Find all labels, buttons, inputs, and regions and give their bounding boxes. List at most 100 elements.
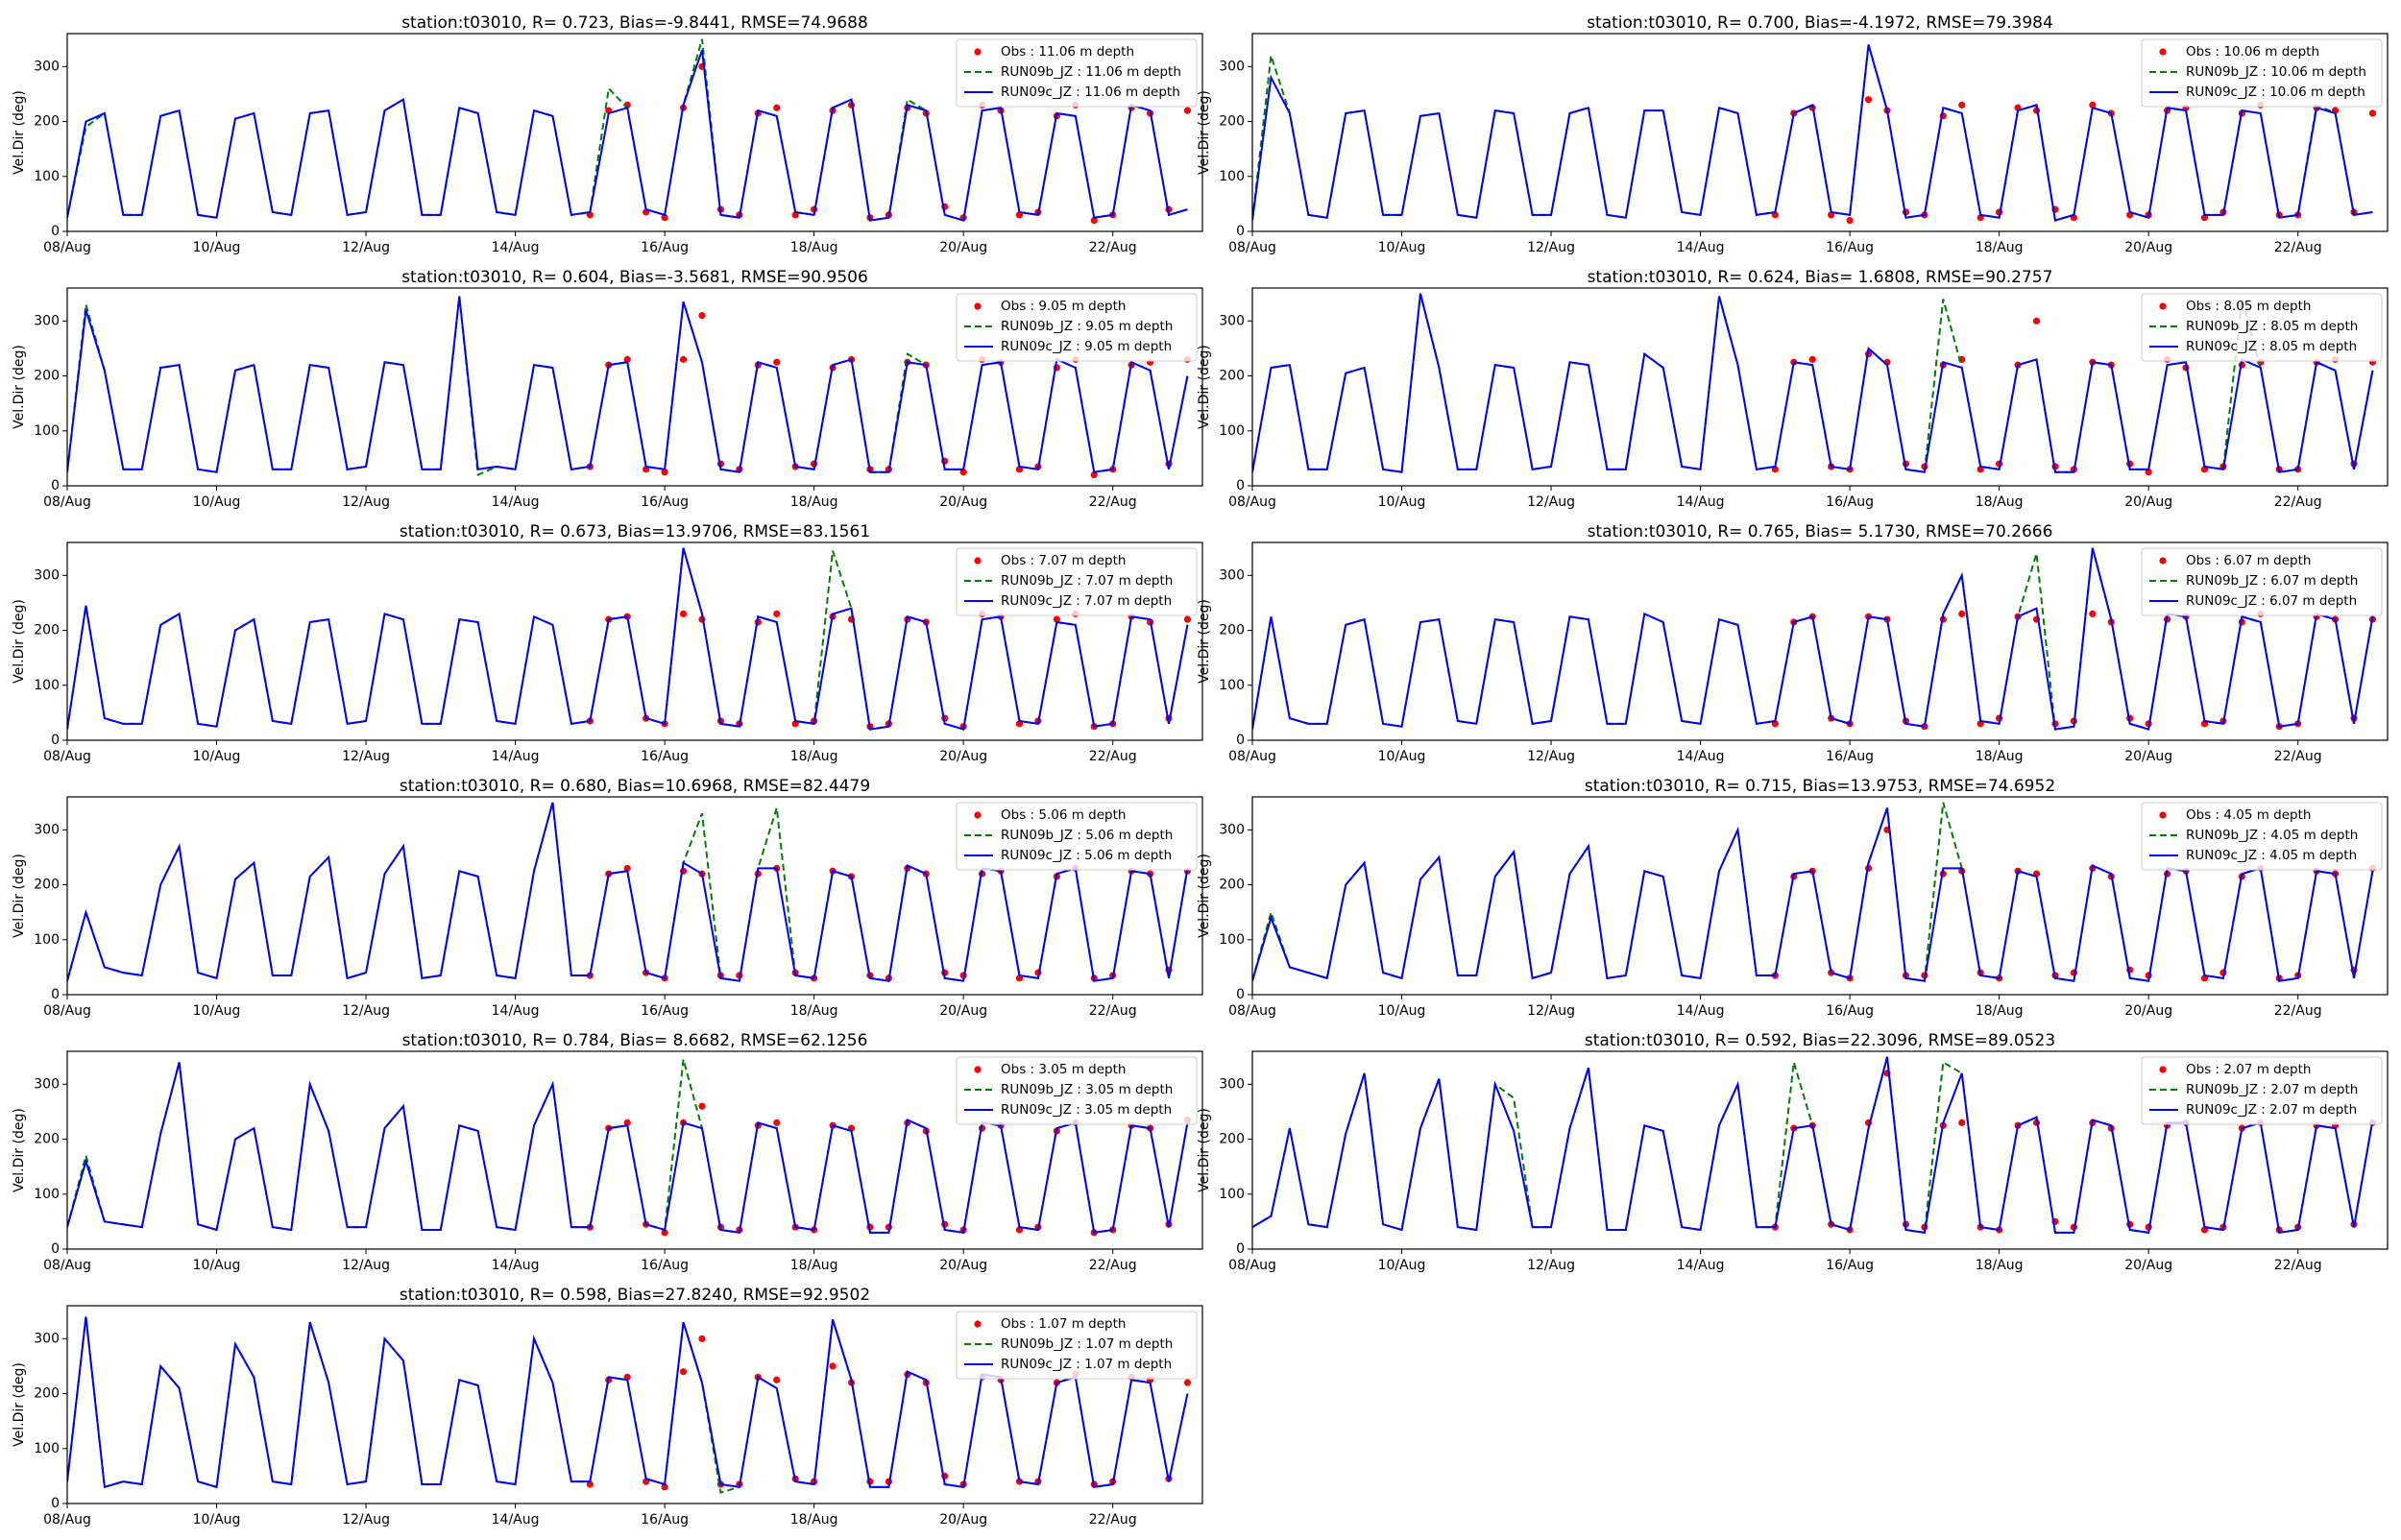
y-axis-label: Vel.Dir (deg) [12,1362,27,1447]
obs-point [773,610,781,617]
subplot: station:t03010, R= 0.592, Bias=22.3096, … [1197,1031,2389,1273]
legend: Obs : 1.07 m depth RUN09b_JZ : 1.07 m dep… [956,1311,1198,1380]
legend: Obs : 9.05 m depth RUN09b_JZ : 9.05 m dep… [956,293,1198,362]
model-line [1252,293,2374,473]
x-tick-label: 16/Aug [641,749,689,764]
legend-label: RUN09c_JZ : 7.07 m depth [1001,593,1172,609]
y-tick-label: 200 [1219,114,1245,130]
obs-point [1090,216,1098,225]
x-tick-label: 14/Aug [1677,1003,1725,1019]
y-tick-label: 0 [1236,987,1245,1002]
obs-point [623,355,631,363]
y-tick-label: 300 [34,1331,60,1346]
legend-box [956,547,1198,616]
legend-marker [974,557,982,565]
model-line [1252,44,2373,222]
y-axis-label: Vel.Dir (deg) [12,1108,27,1192]
x-tick-label: 10/Aug [193,240,241,255]
legend: Obs : 5.06 m depth RUN09b_JZ : 5.06 m dep… [956,802,1198,871]
axes-frame [1251,287,2389,487]
x-tick-label: 18/Aug [790,1003,838,1019]
obs-point [2200,214,2209,222]
obs-point [623,1119,631,1126]
legend-marker [2159,302,2167,310]
y-axis-label: Vel.Dir (deg) [1197,345,1212,429]
plot-area [67,1059,1192,1237]
x-tick-label: 22/Aug [1089,1512,1137,1528]
legend-label: RUN09b_JZ : 4.05 m depth [2186,828,2358,843]
subplot-title: station:t03010, R= 0.700, Bias=-4.1972, … [1587,13,2053,33]
x-tick-label: 12/Aug [342,240,390,255]
y-axis-label: Vel.Dir (deg) [12,854,27,938]
subplot-title: station:t03010, R= 0.592, Bias=22.3096, … [1585,1031,2055,1050]
x-tick-label: 14/Aug [1677,1258,1725,1273]
x-tick-label: 22/Aug [2274,1258,2322,1273]
x-tick-label: 14/Aug [492,494,540,510]
legend-label: RUN09b_JZ : 3.05 m depth [1001,1082,1173,1097]
x-tick-label: 14/Aug [1677,494,1725,510]
legend-label: Obs : 5.06 m depth [1001,807,1126,823]
x-tick-label: 08/Aug [1228,1258,1276,1273]
x-tick-label: 14/Aug [1677,240,1725,255]
obs-point [661,1229,668,1237]
x-tick-label: 10/Aug [193,1258,241,1273]
x-tick-label: 22/Aug [1089,1003,1137,1019]
y-tick-label: 300 [34,59,60,74]
y-tick-label: 100 [1219,932,1245,948]
x-tick-label: 22/Aug [1089,749,1137,764]
legend: Obs : 8.05 m depth RUN09b_JZ : 8.05 m dep… [2141,293,2383,362]
subplot: station:t03010, R= 0.723, Bias=-9.8441, … [12,13,1203,255]
y-axis-label: Vel.Dir (deg) [12,599,27,684]
obs-point [698,1335,706,1342]
plot-area [1252,293,2377,476]
legend-label: Obs : 2.07 m depth [2186,1062,2311,1077]
x-tick-label: 18/Aug [1976,494,2024,510]
x-tick-label: 22/Aug [2274,749,2322,764]
legend-label: Obs : 4.05 m depth [2186,807,2311,823]
y-tick-label: 0 [51,987,60,1002]
x-tick-label: 16/Aug [641,1512,689,1528]
plot-area [1252,44,2377,225]
y-tick-label: 0 [51,733,60,748]
legend-box [2141,293,2383,362]
model-line [67,1062,1189,1234]
obs-point [661,1483,668,1491]
x-tick-label: 10/Aug [1378,749,1426,764]
x-tick-label: 20/Aug [939,749,987,764]
legend-label: RUN09c_JZ : 9.05 m depth [1001,339,1172,354]
legend: Obs : 4.05 m depth RUN09b_JZ : 4.05 m dep… [2141,802,2383,871]
x-tick-label: 12/Aug [342,1258,390,1273]
subplot: station:t03010, R= 0.715, Bias=13.9753, … [1197,777,2389,1019]
legend: Obs : 3.05 m depth RUN09b_JZ : 3.05 m dep… [956,1056,1198,1125]
obs-point [623,864,631,872]
axes-frame [1251,796,2389,996]
subplot: station:t03010, R= 0.784, Bias= 8.6682, … [12,1031,1203,1273]
x-tick-label: 22/Aug [1089,1258,1137,1273]
x-tick-label: 20/Aug [939,240,987,255]
legend-label: Obs : 9.05 m depth [1001,299,1126,314]
legend-label: RUN09b_JZ : 10.06 m depth [2186,64,2366,80]
legend: Obs : 11.06 m depth RUN09b_JZ : 11.06 m d… [956,38,1198,108]
legend-label: Obs : 11.06 m depth [1001,44,1134,60]
axes-frame [66,1305,1203,1504]
legend-label: Obs : 1.07 m depth [1001,1316,1126,1332]
y-tick-label: 100 [1219,169,1245,184]
subplot: station:t03010, R= 0.673, Bias=13.9706, … [12,522,1203,764]
legend-box [956,293,1198,362]
legend-label: RUN09c_JZ : 3.05 m depth [1001,1102,1172,1118]
x-tick-label: 16/Aug [641,494,689,510]
x-tick-label: 12/Aug [1527,240,1575,255]
y-tick-label: 0 [51,1241,60,1257]
y-tick-label: 200 [34,114,60,130]
y-tick-label: 300 [34,1076,60,1092]
axes-frame [1251,541,2389,741]
x-tick-label: 20/Aug [939,494,987,510]
legend-label: RUN09b_JZ : 6.07 m depth [2186,573,2358,589]
legend-box [956,802,1198,871]
y-tick-label: 200 [34,623,60,638]
obs-point [1808,355,1816,363]
x-tick-label: 20/Aug [2124,240,2172,255]
y-tick-label: 300 [1219,313,1245,328]
x-tick-label: 22/Aug [2274,240,2322,255]
